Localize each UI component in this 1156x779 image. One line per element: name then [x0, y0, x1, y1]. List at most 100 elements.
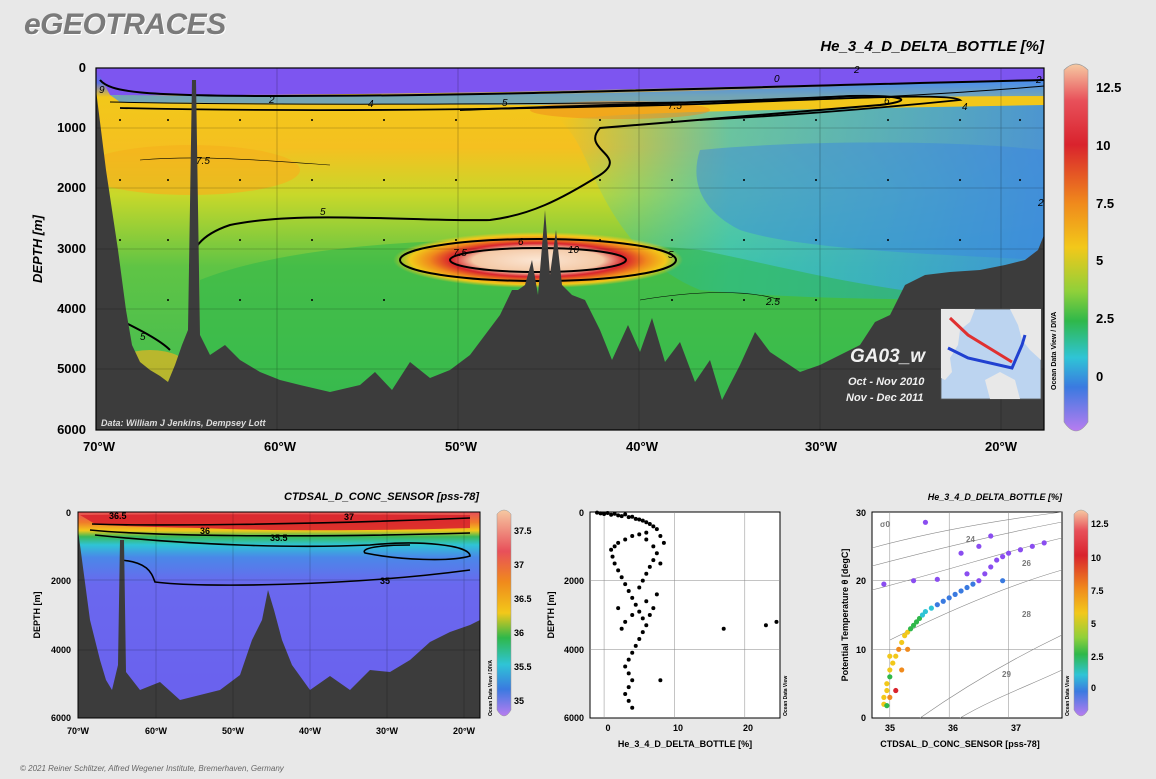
data-point [976, 578, 982, 584]
data-point [902, 633, 908, 639]
data-point [913, 619, 920, 625]
colorbar-tick: 0 [1091, 683, 1096, 693]
data-point [1000, 554, 1006, 560]
data-point [640, 578, 645, 583]
colorbar-tick: 36.5 [514, 594, 532, 604]
data-point [651, 558, 656, 563]
data-point [658, 561, 663, 566]
data-point [633, 602, 638, 607]
contour-label: 7.5 [668, 101, 682, 112]
colorbar-tick: 36 [514, 628, 524, 638]
data-point [630, 534, 635, 539]
data-point [946, 595, 952, 601]
x-tick: 30°W [376, 726, 399, 736]
data-point [640, 630, 645, 635]
y-tick: 5000 [57, 361, 86, 376]
data-point [616, 568, 621, 573]
contour-label: 0 [774, 74, 780, 85]
y-tick: 0 [579, 508, 584, 518]
data-point [644, 530, 649, 535]
colorbar-tick: 35.5 [514, 662, 532, 672]
data-point [626, 685, 631, 690]
data-point [763, 623, 768, 628]
data-point [1041, 540, 1047, 546]
cruise-period-2: Nov - Dec 2011 [846, 392, 923, 404]
y-tick: 0 [79, 60, 86, 75]
main-x-ticks: 70°W 60°W 50°W 40°W 30°W 20°W [83, 439, 1018, 454]
data-point [623, 537, 628, 542]
x-tick: 35 [885, 723, 895, 733]
y-tick: 3000 [57, 241, 86, 256]
data-point [623, 691, 628, 696]
sigma-label: σ0 [880, 520, 890, 529]
contour-label: 36.5 [109, 511, 127, 521]
scatter1-x-label: He_3_4_D_DELTA_BOTTLE [%] [618, 739, 752, 749]
contour-label: 5 [668, 250, 674, 261]
data-point [893, 687, 899, 694]
data-point [964, 584, 970, 591]
data-point [640, 518, 645, 523]
x-tick: 60°W [264, 439, 297, 454]
data-point [916, 615, 923, 622]
x-tick: 50°W [445, 439, 478, 454]
data-point [626, 515, 631, 520]
data-point [884, 687, 890, 694]
data-point [661, 540, 666, 545]
contour-label: 4 [962, 102, 968, 113]
data-point [644, 537, 649, 542]
data-point [905, 629, 911, 635]
x-tick: 20°W [985, 439, 1018, 454]
data-point [616, 606, 621, 611]
data-point [619, 626, 624, 631]
data-point [887, 694, 893, 701]
x-tick: 60°W [145, 726, 168, 736]
x-tick: 40°W [299, 726, 322, 736]
contour-label: 5 [502, 98, 508, 109]
x-tick: 36 [948, 723, 958, 733]
x-tick: 37 [1011, 723, 1021, 733]
data-point [988, 533, 994, 539]
data-point [619, 514, 624, 519]
data-point [952, 591, 958, 598]
data-point [922, 519, 929, 525]
colorbar-tick: 5 [1091, 619, 1096, 629]
data-point [647, 613, 652, 617]
data-point [654, 592, 659, 597]
data-point [884, 703, 890, 709]
data-point [934, 576, 940, 582]
isopycnal-label: 28 [1022, 610, 1031, 619]
data-point [919, 612, 926, 618]
cruise-period-1: Oct - Nov 2010 [848, 376, 925, 388]
data-point [893, 653, 899, 659]
contour-label: 4 [368, 99, 374, 110]
data-point [922, 608, 929, 615]
data-point [623, 512, 628, 517]
data-point [626, 657, 631, 662]
y-tick: 6000 [564, 713, 584, 723]
data-point [644, 599, 649, 604]
data-point [887, 674, 893, 680]
data-point [884, 681, 890, 687]
salinity-title: CTDSAL_D_CONC_SENSOR [pss-78] [284, 491, 479, 503]
x-tick: 50°W [222, 726, 245, 736]
data-point [630, 595, 635, 600]
contour-label: 35.5 [270, 533, 288, 543]
main-y-ticks: 0 1000 2000 3000 4000 5000 6000 [57, 60, 86, 437]
y-tick: 2000 [57, 180, 86, 195]
main-title: He_3_4_D_DELTA_BOTTLE [%] [820, 38, 1044, 55]
data-point [623, 582, 628, 587]
x-tick: 20 [743, 723, 753, 733]
odv-credit: Ocean Data View / DIVA [488, 660, 494, 716]
data-point [658, 534, 663, 539]
data-point [619, 575, 624, 580]
data-point [647, 564, 652, 569]
data-point [626, 698, 631, 703]
data-point [612, 561, 617, 566]
data-point [644, 520, 649, 525]
data-point [934, 602, 940, 608]
x-tick: 10 [673, 723, 683, 733]
data-point [887, 667, 893, 673]
colorbar-tick: 37 [514, 560, 524, 570]
data-point [964, 571, 970, 577]
